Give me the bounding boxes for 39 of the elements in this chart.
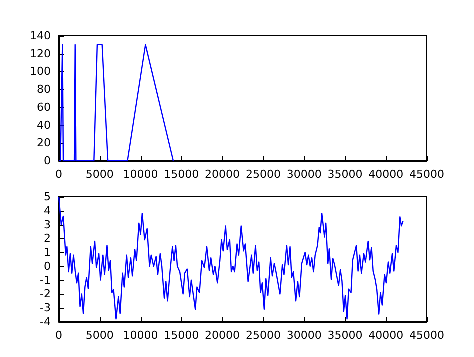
x-tick-label: 45000	[410, 329, 444, 342]
y-tick-label: 100	[30, 65, 51, 78]
x-tick-label: 20000	[205, 329, 240, 342]
x-tick-label: 5000	[86, 168, 114, 181]
x-tick-label: 0	[56, 329, 62, 342]
y-tick-label: -1	[40, 274, 51, 287]
y-tick-label: 140	[30, 30, 51, 42]
x-tick-label: 25000	[246, 329, 281, 342]
x-tick-label: 0	[56, 168, 62, 181]
y-tick-label: 0	[44, 260, 51, 273]
x-tick-label: 20000	[205, 168, 240, 181]
y-tick-label: -2	[40, 288, 51, 301]
y-tick-label: -4	[40, 316, 51, 328]
x-tick-label: 15000	[164, 329, 200, 342]
y-tick-label: 2	[44, 232, 51, 246]
line-series	[58, 196, 404, 320]
x-tick-label: 5000	[86, 329, 114, 342]
y-tick-label: 5	[44, 190, 51, 204]
x-tick-label: 15000	[164, 168, 200, 181]
y-tick-label: 80	[37, 83, 51, 96]
x-tick-label: 40000	[368, 168, 404, 181]
y-tick-label: 4	[44, 204, 51, 218]
x-tick-label: 30000	[286, 329, 322, 342]
y-tick-label: -3	[40, 302, 51, 315]
x-tick-label: 35000	[328, 329, 363, 342]
x-tick-label: 40000	[368, 329, 404, 342]
y-tick-label: 40	[37, 118, 51, 132]
y-tick-label: 1	[44, 246, 51, 260]
y-tick-label: 0	[44, 154, 51, 168]
y-tick-label: 3	[44, 218, 51, 232]
x-tick-label: 25000	[246, 168, 281, 181]
y-tick-label: 20	[37, 136, 51, 150]
x-tick-label: 35000	[328, 168, 363, 181]
x-tick-label: 10000	[123, 168, 158, 181]
x-tick-label: 45000	[410, 168, 444, 181]
x-tick-label: 10000	[123, 329, 158, 342]
y-tick-label: 60	[37, 100, 51, 114]
x-tick-label: 30000	[286, 168, 322, 181]
y-tick-label: 120	[30, 47, 51, 60]
